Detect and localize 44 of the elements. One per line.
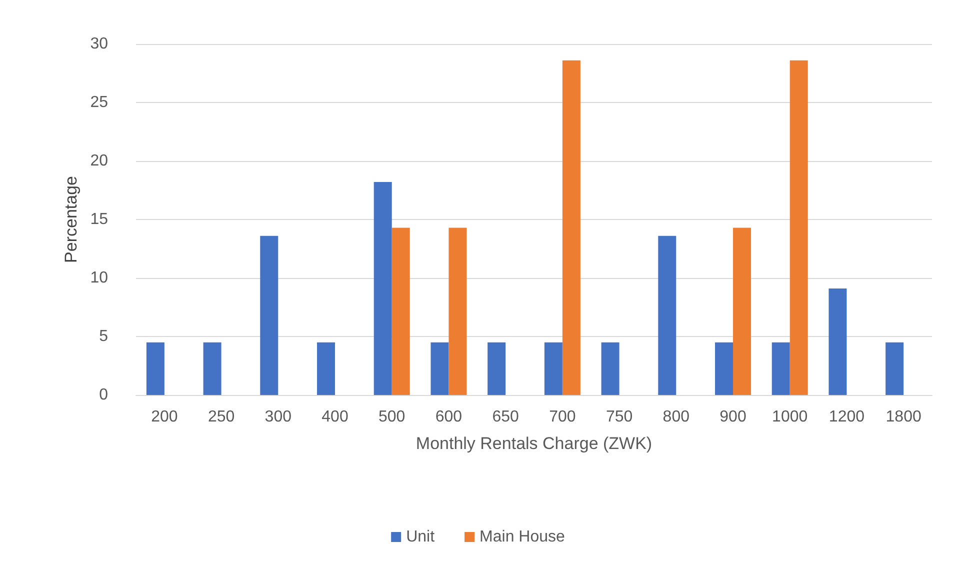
x-tick-label: 1000 <box>772 408 808 426</box>
y-tick-label: 15 <box>90 211 108 228</box>
bar <box>374 182 392 395</box>
x-tick-label: 800 <box>662 408 690 426</box>
bar <box>203 342 222 395</box>
legend-label: Unit <box>406 528 436 546</box>
y-tick-label: 0 <box>99 386 108 404</box>
bar <box>448 228 467 395</box>
bar <box>430 342 449 395</box>
bar <box>260 236 278 395</box>
bar <box>886 342 904 395</box>
bar <box>772 342 790 395</box>
bar <box>733 228 751 395</box>
legend-label: Main House <box>480 528 566 546</box>
x-tick-label: 300 <box>264 408 292 426</box>
x-axis-title: Monthly Rentals Charge (ZWK) <box>416 434 652 453</box>
bar <box>146 342 164 395</box>
bar <box>828 288 847 395</box>
y-axis-title: Percentage <box>61 176 80 263</box>
bar <box>544 342 562 395</box>
bar <box>562 60 580 395</box>
x-tick-label: 1200 <box>828 408 865 426</box>
bar <box>790 60 808 395</box>
bar <box>715 342 733 395</box>
bar <box>317 342 335 395</box>
x-tick-label: 500 <box>378 408 406 426</box>
x-tick-label: 1800 <box>886 408 922 426</box>
x-tick-label: 200 <box>151 408 178 426</box>
bar <box>392 228 410 395</box>
y-tick-label: 20 <box>90 152 108 170</box>
bar <box>658 236 676 395</box>
y-tick-label: 10 <box>90 270 108 286</box>
x-tick-label: 700 <box>549 408 576 426</box>
y-tick-label: 25 <box>90 94 108 111</box>
y-tick-label: 5 <box>99 328 108 345</box>
x-tick-label: 600 <box>435 408 462 426</box>
x-tick-label: 250 <box>208 408 235 426</box>
bar <box>601 342 620 395</box>
x-tick-label: 900 <box>720 408 746 426</box>
x-tick-label: 650 <box>492 408 520 426</box>
y-tick-label: 30 <box>90 36 108 52</box>
x-tick-label: 750 <box>606 408 633 426</box>
bar <box>488 342 506 395</box>
x-tick-label: 400 <box>322 408 348 426</box>
